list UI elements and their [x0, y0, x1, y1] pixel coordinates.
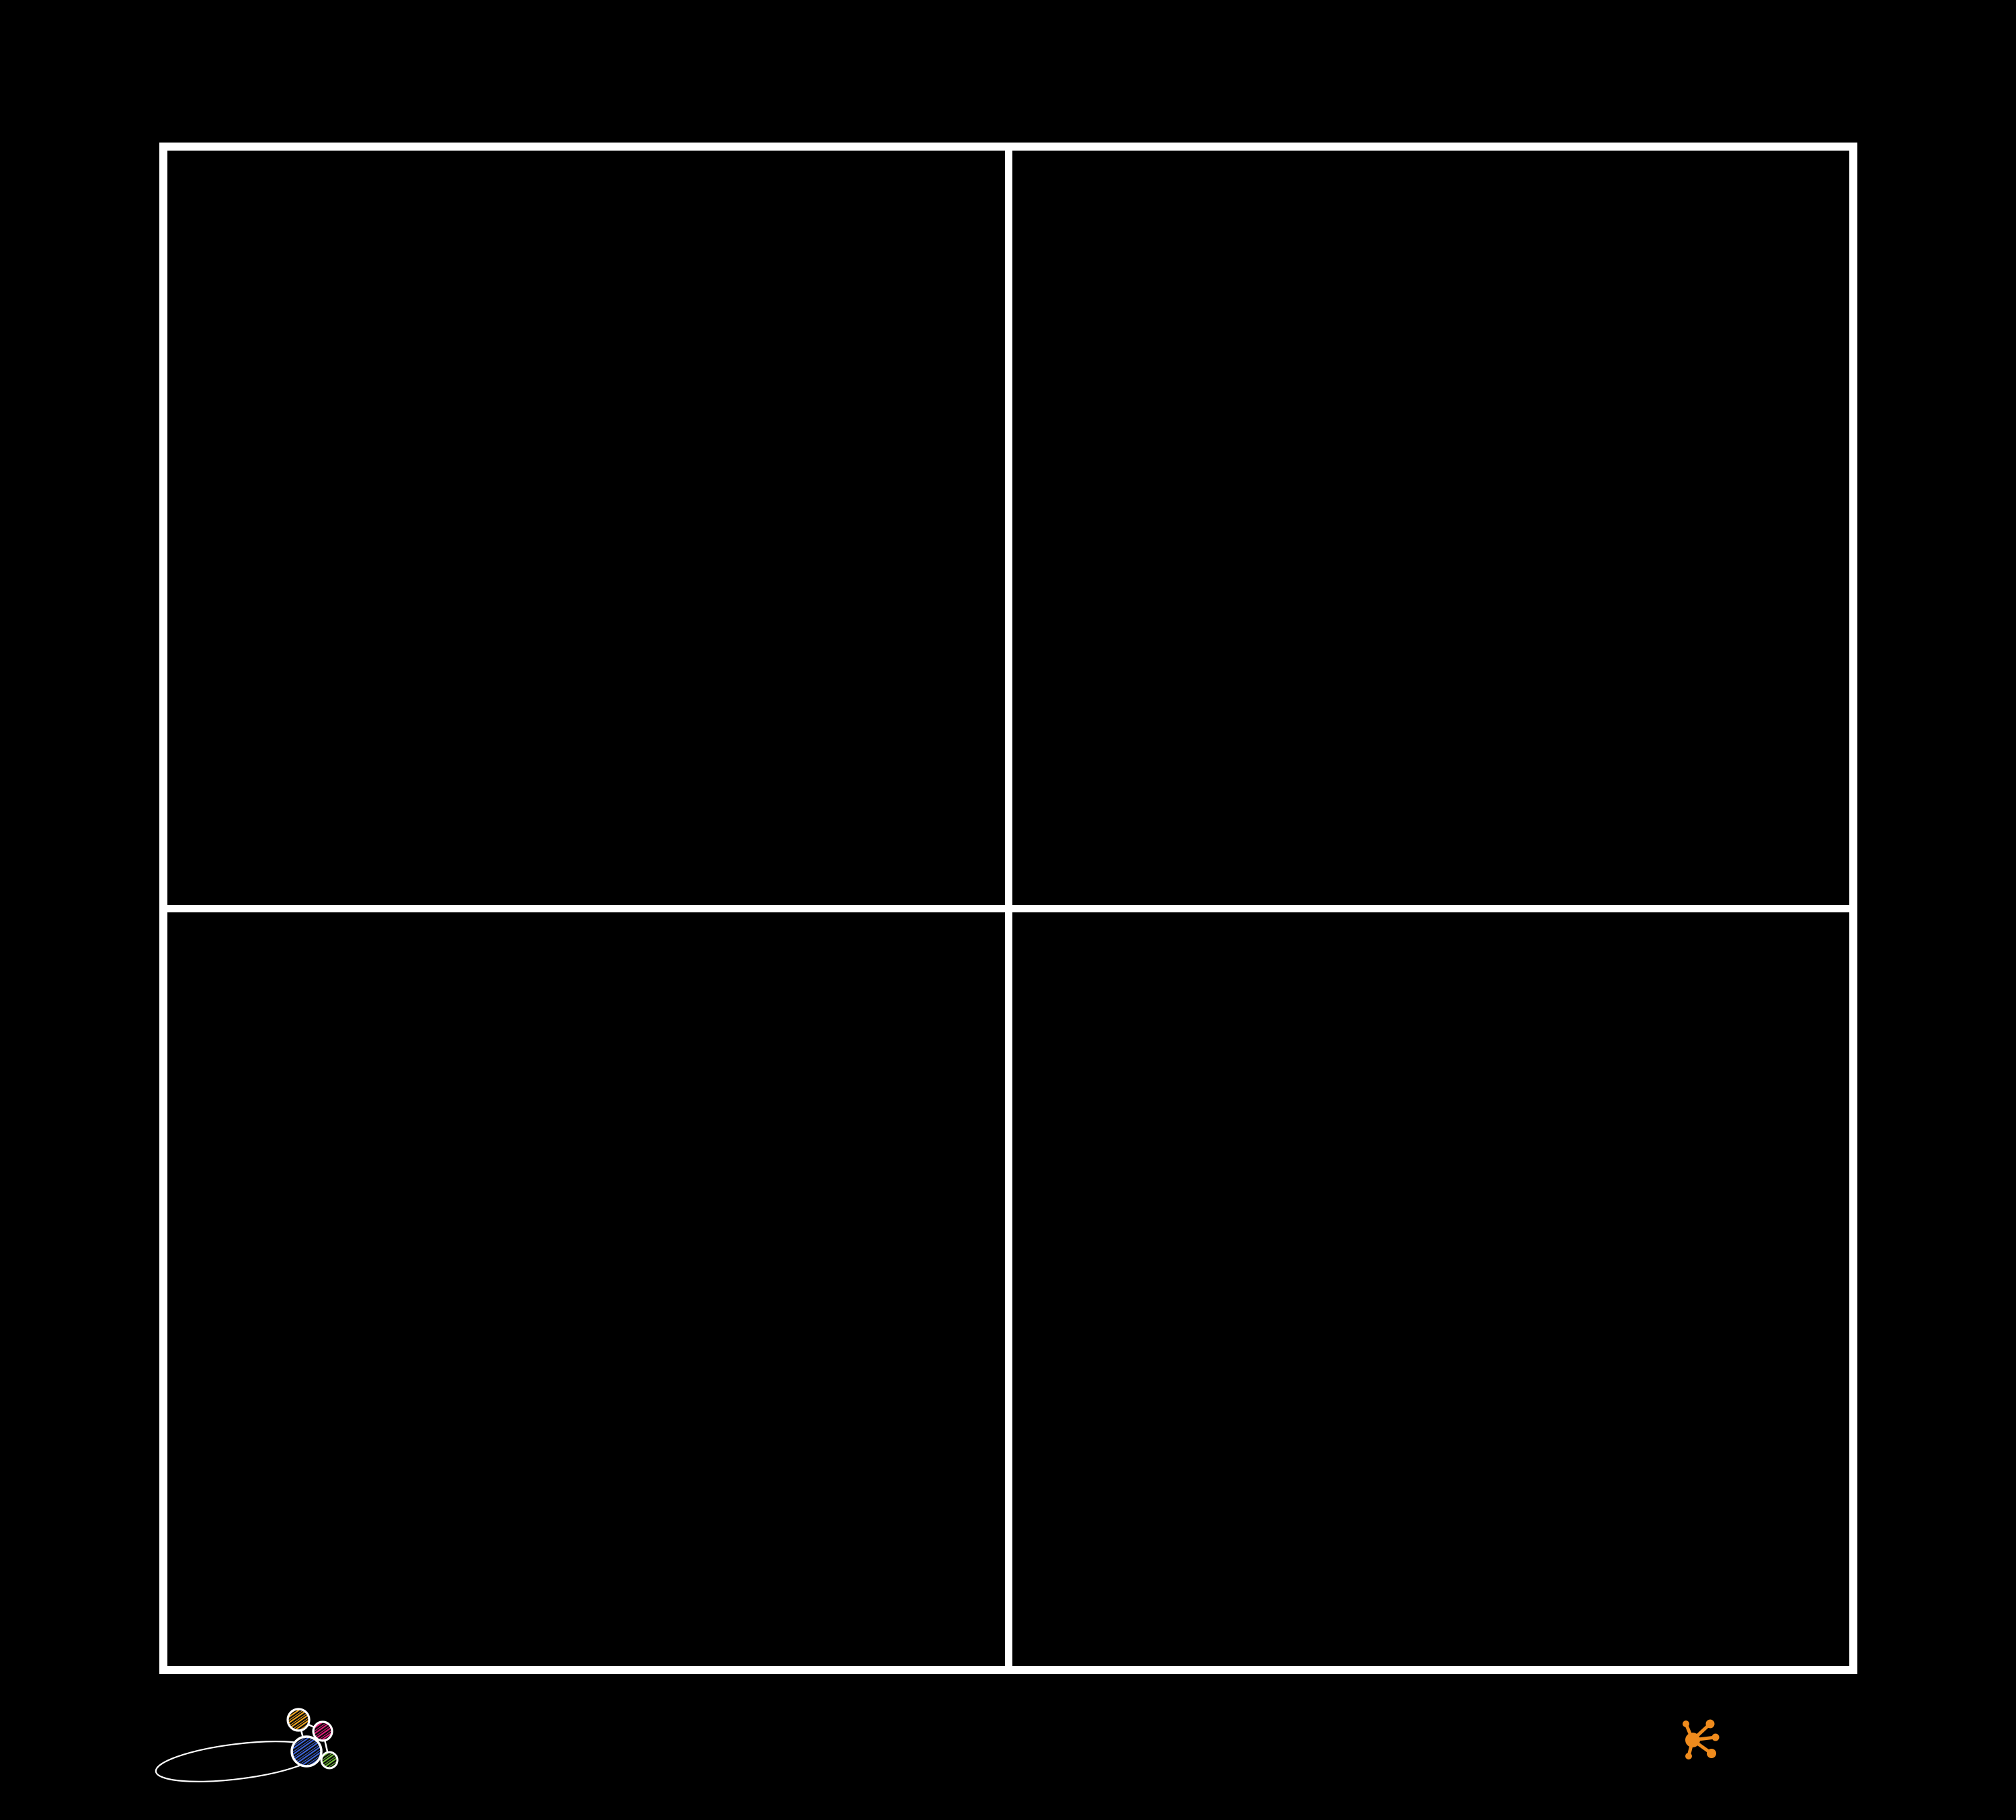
cytoscape-branding: [1681, 1709, 1909, 1803]
panel-disease-risk: [1012, 151, 1850, 905]
panel-ingredient-disease: [167, 151, 1005, 905]
network-graph-ingredient-disease: [167, 151, 1005, 905]
edgeleap-logo-icon: [155, 1708, 339, 1782]
panel-disease-classes: [1012, 912, 1850, 1667]
panel-nutrient-classes: [167, 912, 1005, 1667]
cytoscape-logo-icon: [1683, 1719, 1720, 1759]
network-graph-disease-classes: [1012, 912, 1850, 1667]
panel-grid: [159, 143, 1857, 1674]
network-graph-disease-risk: [1012, 151, 1850, 905]
edgeleap-branding: [155, 1708, 368, 1803]
network-graph-nutrient-classes: [167, 912, 1005, 1667]
